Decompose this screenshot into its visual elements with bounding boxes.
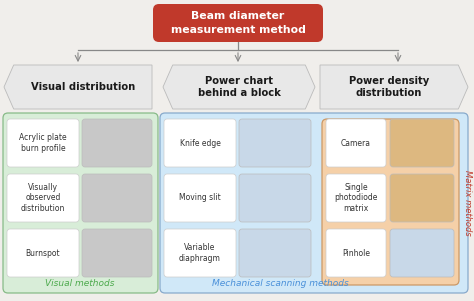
FancyBboxPatch shape	[82, 174, 152, 222]
Text: Power density
distribution: Power density distribution	[349, 76, 429, 98]
Text: Acrylic plate
burn profile: Acrylic plate burn profile	[19, 133, 67, 153]
Text: Visual methods: Visual methods	[45, 279, 115, 288]
FancyBboxPatch shape	[239, 119, 311, 167]
FancyBboxPatch shape	[164, 119, 236, 167]
Text: Camera: Camera	[341, 138, 371, 147]
Text: Single
photodiode
matrix: Single photodiode matrix	[334, 183, 378, 213]
FancyBboxPatch shape	[390, 229, 454, 277]
FancyBboxPatch shape	[326, 174, 386, 222]
FancyBboxPatch shape	[239, 174, 311, 222]
Text: Visual distribution: Visual distribution	[31, 82, 135, 92]
FancyBboxPatch shape	[390, 174, 454, 222]
Text: Beam diameter
measurement method: Beam diameter measurement method	[171, 11, 305, 35]
Polygon shape	[4, 65, 152, 109]
FancyBboxPatch shape	[153, 4, 323, 42]
FancyBboxPatch shape	[82, 119, 152, 167]
Text: Burnspot: Burnspot	[26, 249, 60, 257]
FancyBboxPatch shape	[326, 119, 386, 167]
Polygon shape	[163, 65, 315, 109]
FancyBboxPatch shape	[164, 229, 236, 277]
FancyBboxPatch shape	[322, 119, 459, 285]
FancyBboxPatch shape	[390, 119, 454, 167]
FancyBboxPatch shape	[7, 174, 79, 222]
FancyBboxPatch shape	[239, 229, 311, 277]
Text: Variable
diaphragm: Variable diaphragm	[179, 243, 221, 263]
FancyBboxPatch shape	[7, 229, 79, 277]
FancyBboxPatch shape	[326, 229, 386, 277]
Text: Pinhole: Pinhole	[342, 249, 370, 257]
Text: Moving slit: Moving slit	[179, 194, 221, 203]
FancyBboxPatch shape	[164, 174, 236, 222]
Text: Visually
observed
distribution: Visually observed distribution	[21, 183, 65, 213]
Polygon shape	[320, 65, 468, 109]
Text: Mechanical scanning methods: Mechanical scanning methods	[211, 279, 348, 288]
Text: Matrix methods: Matrix methods	[464, 170, 473, 236]
Text: Knife edge: Knife edge	[180, 138, 220, 147]
FancyBboxPatch shape	[82, 229, 152, 277]
FancyBboxPatch shape	[7, 119, 79, 167]
FancyBboxPatch shape	[3, 113, 158, 293]
Text: Power chart
behind a block: Power chart behind a block	[198, 76, 281, 98]
FancyBboxPatch shape	[160, 113, 468, 293]
